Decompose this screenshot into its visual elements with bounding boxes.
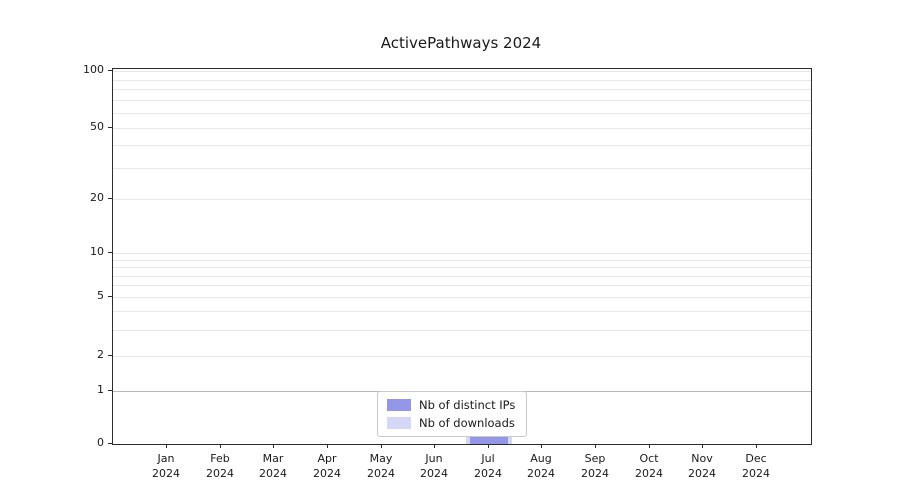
y-tick-mark — [108, 127, 112, 128]
gridline — [113, 89, 811, 90]
gridline — [113, 253, 811, 254]
x-tick-mark — [273, 444, 274, 448]
y-tick-label: 2 — [97, 348, 104, 361]
gridline — [113, 267, 811, 268]
y-tick-mark — [108, 443, 112, 444]
x-tick-mark — [595, 444, 596, 448]
y-tick-mark — [108, 296, 112, 297]
gridline — [113, 330, 811, 331]
x-tick-mark — [381, 444, 382, 448]
gridline — [113, 276, 811, 277]
x-tick-label: Dec 2024 — [742, 452, 770, 480]
x-tick-mark — [434, 444, 435, 448]
gridline — [113, 297, 811, 298]
x-tick-mark — [541, 444, 542, 448]
x-tick-label: Feb 2024 — [206, 452, 234, 480]
gridline — [113, 356, 811, 357]
y-tick-mark — [108, 355, 112, 356]
y-tick-mark — [108, 198, 112, 199]
legend-label: Nb of downloads — [419, 416, 515, 430]
gridline — [113, 285, 811, 286]
x-tick-mark — [166, 444, 167, 448]
chart-title: ActivePathways 2024 — [380, 34, 542, 52]
x-tick-label: Oct 2024 — [635, 452, 663, 480]
y-tick-mark — [108, 70, 112, 71]
x-tick-mark — [488, 444, 489, 448]
gridline — [113, 311, 811, 312]
x-tick-label: May 2024 — [367, 452, 395, 480]
gridline — [113, 260, 811, 261]
x-tick-mark — [702, 444, 703, 448]
gridline — [113, 71, 811, 72]
x-tick-label: Aug 2024 — [527, 452, 555, 480]
y-tick-label: 5 — [97, 289, 104, 302]
x-tick-mark — [649, 444, 650, 448]
plot-area — [112, 68, 812, 445]
y-tick-mark — [108, 390, 112, 391]
y-tick-label: 50 — [90, 120, 104, 133]
x-tick-label: Sep 2024 — [581, 452, 609, 480]
y-tick-label: 0 — [97, 436, 104, 449]
x-tick-label: Mar 2024 — [259, 452, 287, 480]
y-tick-label: 1 — [97, 383, 104, 396]
gridline — [113, 128, 811, 129]
x-tick-label: Jun 2024 — [420, 452, 448, 480]
x-tick-mark — [220, 444, 221, 448]
legend: Nb of distinct IPs Nb of downloads — [377, 391, 528, 437]
gridline — [113, 199, 811, 200]
legend-row: Nb of downloads — [387, 416, 515, 430]
legend-label: Nb of distinct IPs — [419, 398, 516, 412]
x-tick-label: Jan 2024 — [152, 452, 180, 480]
legend-row: Nb of distinct IPs — [387, 398, 515, 412]
y-tick-label: 20 — [90, 191, 104, 204]
y-tick-mark — [108, 252, 112, 253]
gridline — [113, 168, 811, 169]
x-tick-label: Nov 2024 — [688, 452, 716, 480]
x-tick-mark — [756, 444, 757, 448]
y-tick-label: 100 — [83, 63, 104, 76]
gridline — [113, 100, 811, 101]
legend-swatch — [387, 417, 411, 429]
x-tick-label: Jul 2024 — [474, 452, 502, 480]
x-tick-mark — [327, 444, 328, 448]
legend-swatch — [387, 399, 411, 411]
gridline — [113, 80, 811, 81]
y-tick-label: 10 — [90, 245, 104, 258]
x-tick-label: Apr 2024 — [313, 452, 341, 480]
gridline — [113, 113, 811, 114]
gridline — [113, 145, 811, 146]
